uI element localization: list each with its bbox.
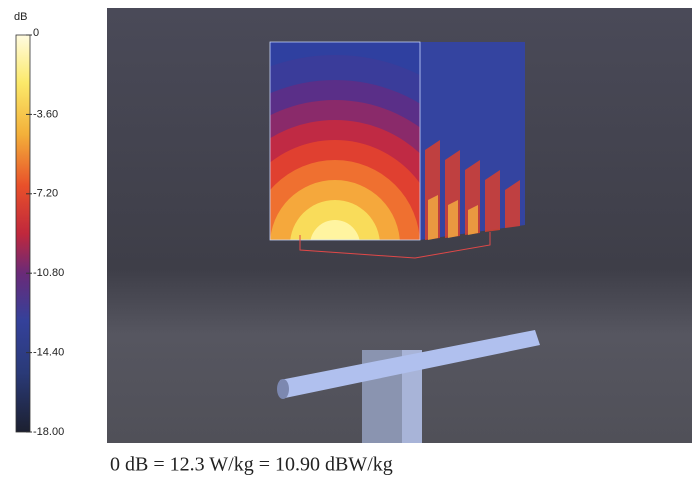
colorbar-label: -3.60 [33,108,58,120]
colorbar-label: -10.80 [33,267,64,279]
colorbar-label: -7.20 [33,188,58,200]
colorbar-label: 0 [33,27,39,39]
colorbar [16,35,30,432]
page: {"colorbar": {"unit": "dB", "labels": ["… [0,0,692,477]
colorbar-label: -14.40 [33,347,64,359]
caption: 0 dB = 12.3 W/kg = 10.90 dBW/kg [110,454,393,476]
colorbar-label: -18.00 [33,426,64,438]
colorbar-ticks: 0 -3.60 -7.20 -10.80 -14.40 -18.00 [26,27,64,438]
figure: dB 0 -3.60 -7.20 -10.80 -14.40 -18.00 [0,0,692,477]
colorbar-unit: dB [14,11,27,23]
